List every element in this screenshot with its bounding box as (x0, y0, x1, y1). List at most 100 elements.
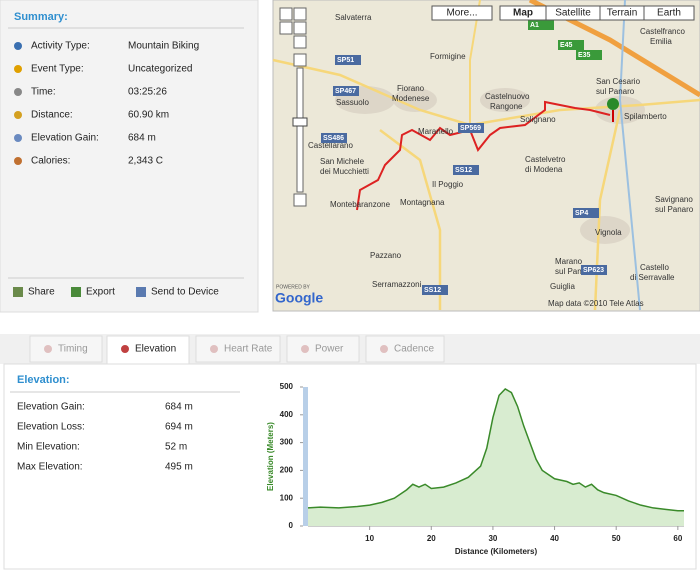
map-label: Rangone (490, 102, 523, 111)
map-label: sul Panaro (596, 87, 635, 96)
road-shield (321, 133, 347, 143)
pan-button[interactable] (293, 21, 307, 35)
x-tick-label: 10 (365, 534, 374, 543)
map-button-label[interactable]: More... (446, 8, 477, 19)
tab-icon (121, 345, 129, 353)
map-button-label[interactable]: Map (513, 8, 533, 19)
action-icon[interactable] (13, 287, 23, 297)
tabs: Timing Elevation Heart Rate Power Cadence (29, 335, 445, 366)
row-label: Activity Type: (31, 41, 90, 52)
town-area (580, 216, 630, 244)
map-label: Castelvetro (525, 155, 566, 164)
road-label: SS486 (323, 135, 344, 142)
pan-button[interactable] (293, 35, 307, 49)
map-button-label[interactable]: Terrain (607, 8, 638, 19)
road-shield (576, 50, 602, 60)
tab-icon (210, 345, 218, 353)
y-tick-label: 200 (280, 466, 294, 475)
road-labels: SP467 SP569 SS12 SP4 SP623 SS486 SP51 E45 A1 E35 S… (321, 20, 607, 295)
tab[interactable] (29, 335, 103, 363)
action-button[interactable]: Export (86, 287, 115, 298)
row-icon (14, 65, 22, 73)
map-label: Solignano (520, 115, 556, 124)
tab[interactable] (365, 335, 445, 363)
row-label: Max Elevation: (17, 462, 83, 473)
action-button[interactable]: Send to Device (151, 287, 219, 298)
powered-by: POWERED BY (276, 284, 311, 290)
map-label: di Modena (525, 165, 563, 174)
map-label: Castelfranco (640, 27, 685, 36)
map-label: Sassuolo (336, 98, 369, 107)
y-axis-strip (303, 387, 308, 526)
map-button-label[interactable]: Satellite (555, 8, 591, 19)
tab-label[interactable]: Timing (58, 344, 88, 355)
action-icon[interactable] (71, 287, 81, 297)
summary-panel (0, 0, 259, 313)
pan-button[interactable] (279, 21, 293, 35)
map-button-label[interactable]: Earth (657, 8, 681, 19)
tab-icon (301, 345, 309, 353)
zoom-slider[interactable] (296, 67, 304, 193)
tab-label[interactable]: Heart Rate (224, 344, 273, 355)
row-icon (14, 134, 22, 142)
tab-label[interactable]: Elevation (135, 344, 176, 355)
y-tick-label: 0 (289, 521, 294, 530)
road-shield (422, 285, 448, 295)
map-label: Fiorano (397, 84, 425, 93)
tab-icon (44, 345, 52, 353)
row-label: Time: (31, 87, 56, 98)
tab-label[interactable]: Cadence (394, 344, 434, 355)
road-label: SP51 (337, 57, 354, 64)
road-label: SS12 (455, 167, 472, 174)
map-label: dei Mucchietti (320, 167, 369, 176)
elevation-chart: 0 100 200 300 400 500 10 20 30 40 50 60 Distance (Ki… (266, 382, 684, 556)
row-icon (14, 111, 22, 119)
action-button[interactable]: Share (28, 287, 55, 298)
map-button[interactable] (431, 5, 493, 21)
tab[interactable] (106, 335, 190, 366)
map-label: Salvaterra (335, 13, 372, 22)
row-value: 684 m (165, 402, 193, 413)
row-value: 495 m (165, 462, 193, 473)
map-label: Emilia (650, 37, 672, 46)
road-shield (333, 86, 359, 96)
road-shield (573, 208, 599, 218)
road-shield (335, 55, 361, 65)
map-attribution: Map data ©2010 Tele Atlas (548, 299, 644, 308)
road-label: SS12 (424, 287, 441, 294)
zoom-in[interactable] (293, 53, 307, 67)
pan-button[interactable] (279, 7, 293, 21)
map-label: di Serravalle (630, 273, 675, 282)
row-value: 2,343 C (128, 156, 163, 167)
row-label: Elevation Gain: (17, 402, 85, 413)
road-shield (581, 265, 607, 275)
pan-button[interactable] (293, 7, 307, 21)
map-button[interactable] (643, 5, 695, 21)
map-label: San Michele (320, 157, 365, 166)
map-label: Castello (640, 263, 669, 272)
x-axis-label: Distance (Kilometers) (455, 547, 538, 556)
area-line (307, 388, 684, 512)
map-label: Castellarano (308, 141, 353, 150)
y-tick-label: 500 (280, 382, 294, 391)
town-area (393, 88, 437, 112)
map-label: sul Panaro (555, 267, 594, 276)
map: Salvaterra Formigine Sassuolo Fiorano Mo… (272, 0, 700, 312)
map-label: Formigine (430, 52, 466, 61)
town-area (480, 88, 530, 112)
tab-label[interactable]: Power (315, 344, 344, 355)
map-label: sul Panaro (655, 205, 694, 214)
summary-title: Summary: (14, 11, 68, 23)
x-tick-label: 60 (673, 534, 682, 543)
row-value: Mountain Biking (128, 41, 199, 52)
summary-actions: Share Export Send to Device (13, 287, 219, 298)
map-label: San Cesario (596, 77, 641, 86)
action-icon[interactable] (136, 287, 146, 297)
river (618, 0, 641, 311)
zoom-handle[interactable] (292, 117, 308, 127)
map-label: Castelnuovo (485, 92, 530, 101)
tab[interactable] (286, 335, 360, 363)
zoom-out[interactable] (293, 193, 307, 207)
road-shield (453, 165, 479, 175)
road-label: A1 (530, 22, 539, 29)
